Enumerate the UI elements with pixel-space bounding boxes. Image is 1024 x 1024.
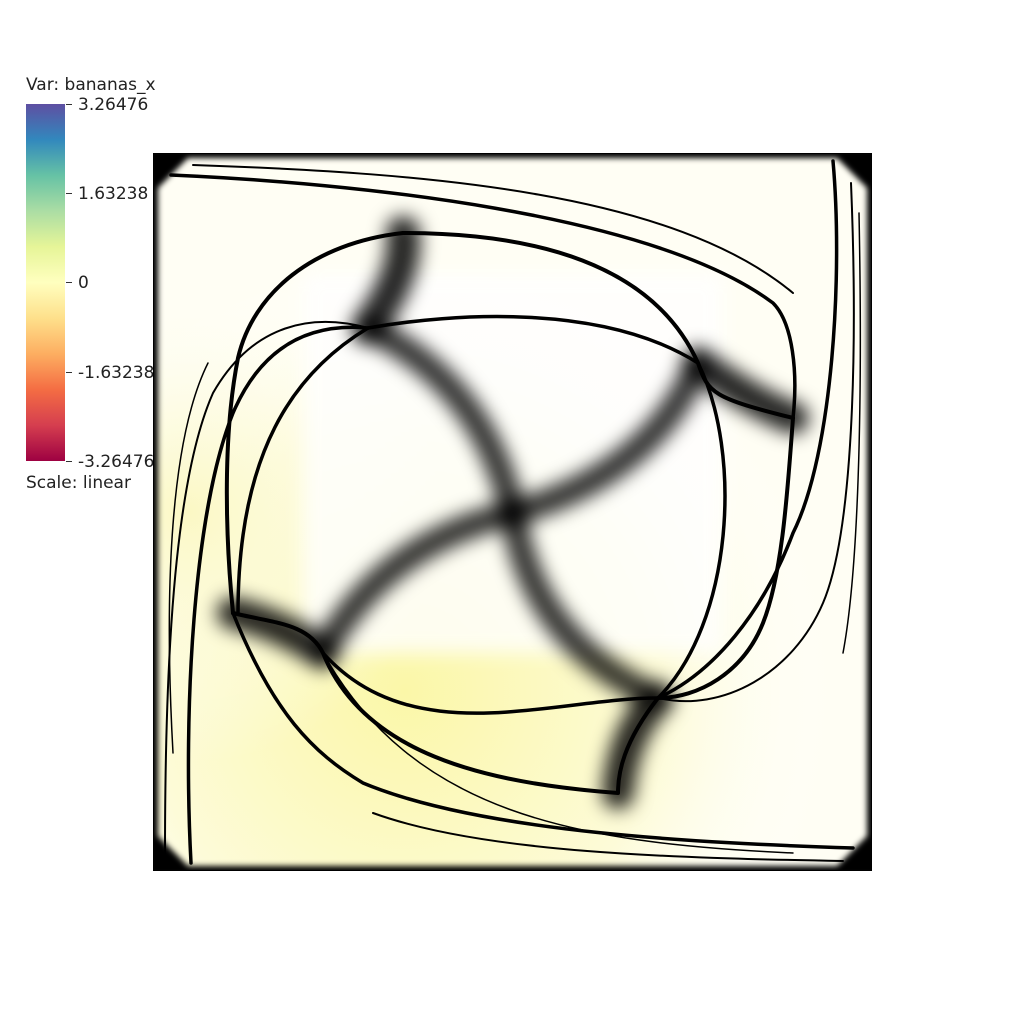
colorbar-tick	[66, 193, 72, 194]
field-frame	[153, 153, 872, 871]
legend-title: Var: bananas_x	[26, 75, 156, 95]
colorbar-tick	[66, 372, 72, 373]
colorbar-tick	[66, 461, 72, 462]
colorbar-tick	[66, 104, 72, 105]
colorbar-tick-label: 1.63238	[78, 184, 149, 204]
field-contour-lines	[164, 159, 862, 865]
colorbar	[26, 104, 65, 461]
colorbar-tick-label: -3.26476	[78, 452, 155, 472]
colorbar-tick-label: 3.26476	[78, 95, 149, 115]
field-plot	[153, 153, 872, 871]
legend-scale-label: Scale: linear	[26, 473, 131, 493]
colorbar-tick-label: 0	[78, 273, 89, 293]
colorbar-tick	[66, 282, 72, 283]
colorbar-tick-label: -1.63238	[78, 363, 155, 383]
